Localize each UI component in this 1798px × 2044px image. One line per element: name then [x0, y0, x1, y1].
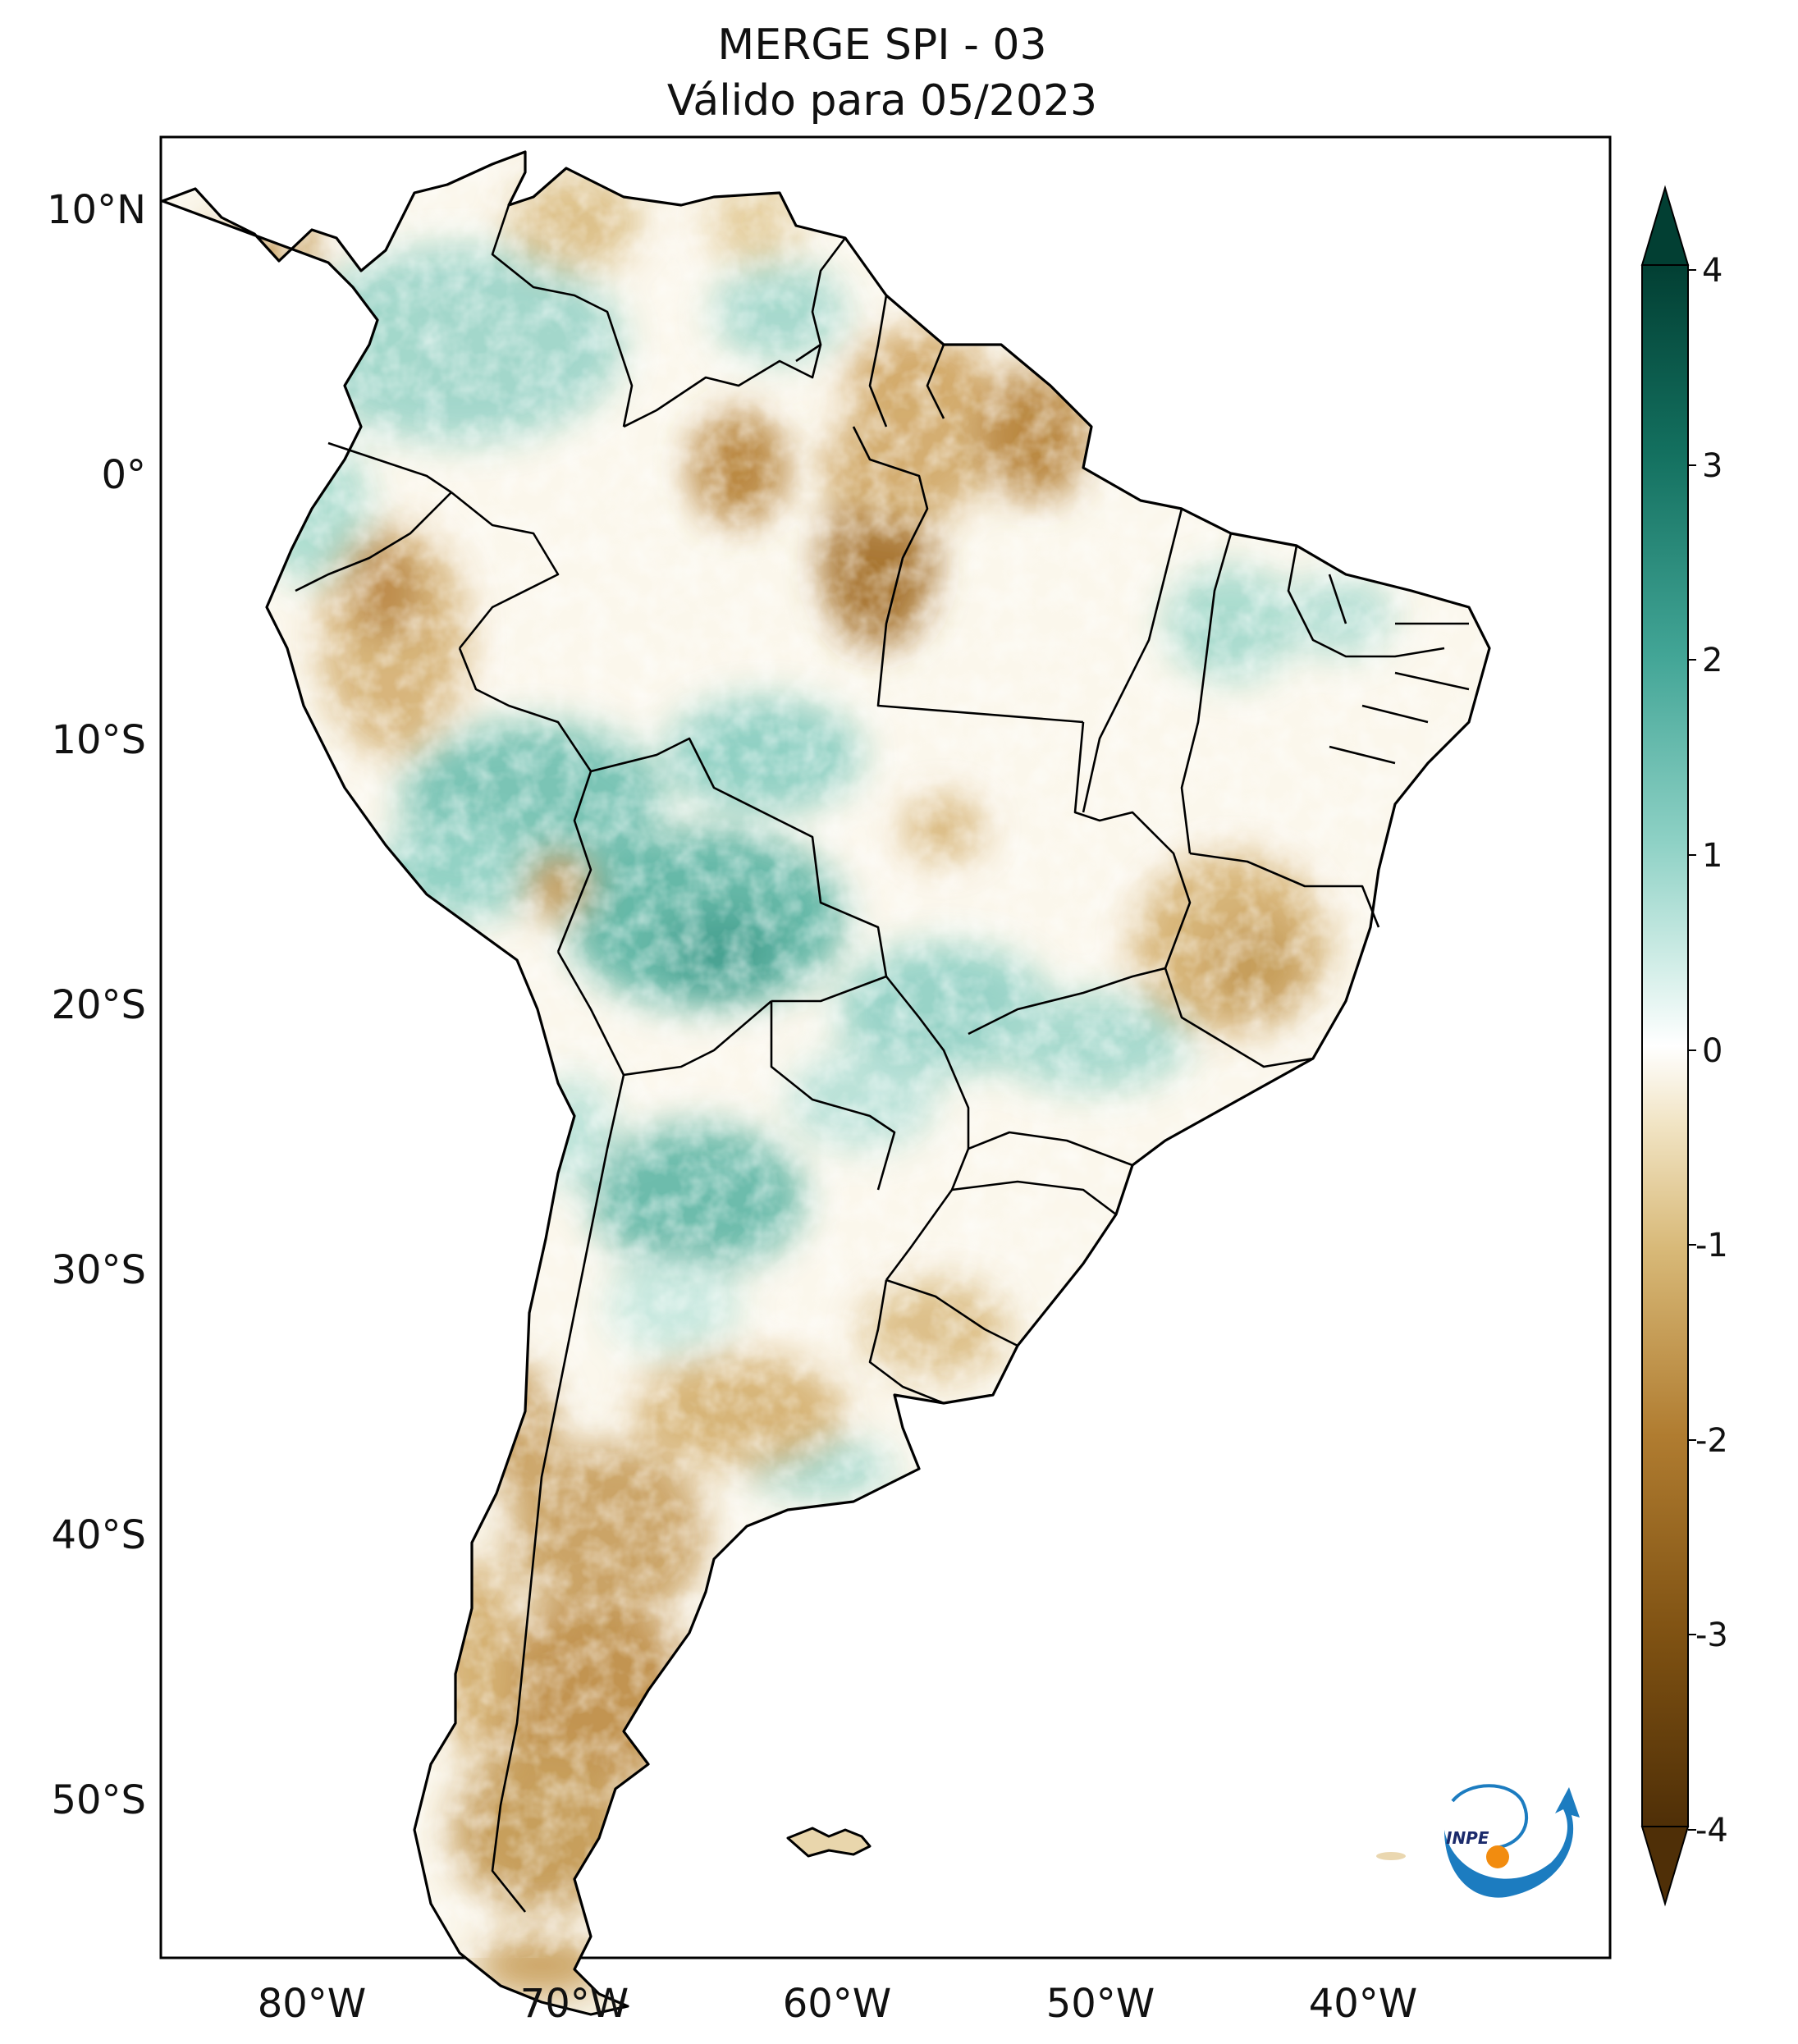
logo-dot-icon: [1486, 1845, 1509, 1868]
logo-orbit-icon: [1451, 1784, 1528, 1850]
colorbar-ticks: [1688, 269, 1696, 1831]
border-colombia-venezuela: [491, 204, 634, 428]
lon-tick-label: 80°W: [258, 1981, 367, 2027]
logo-swoosh-icon: [1444, 1787, 1580, 1898]
border-brazil-states-south: [968, 1131, 1133, 1167]
political-borders: [295, 204, 1470, 1913]
colorbar-top-extend: [1640, 185, 1690, 266]
colorbar-tick-label: 1: [1702, 837, 1723, 875]
logo-text: INPE: [1446, 1828, 1489, 1848]
lon-tick-label: 60°W: [783, 1981, 892, 2027]
colorbar-bottom-extend: [1640, 1826, 1690, 1907]
border-venezuela-guyana: [795, 237, 847, 363]
border-venezuela-brazil: [623, 344, 822, 428]
border-brazil-states-central: [968, 721, 1192, 1036]
lat-tick-label: 30°S: [51, 1247, 146, 1293]
border-bolivia-brazil: [590, 737, 888, 977]
border-chile-argentina: [491, 1074, 625, 1913]
border-ecuador-peru: [295, 492, 452, 592]
south-georgia-speck: [1376, 1852, 1406, 1860]
lat-tick-label: 40°S: [51, 1512, 146, 1558]
border-brazil-states-north: [852, 426, 1084, 724]
border-brazil-states-bahia: [1189, 852, 1380, 928]
colorbar-tick-label: -3: [1695, 1616, 1728, 1654]
colorbar-tick-label: -2: [1695, 1422, 1728, 1460]
border-brazil-states-northeast: [1180, 533, 1233, 854]
border-guyana-suriname: [868, 295, 888, 428]
colorbar-tick-label: 4: [1702, 252, 1723, 290]
lat-axis: 10°N 0° 10°S 20°S 30°S 40°S 50°S: [47, 187, 146, 1823]
inpe-logo: INPE: [1444, 1784, 1580, 1898]
colorbar-tick-label: 2: [1702, 642, 1723, 679]
falkland-islands: [786, 1827, 872, 1858]
lat-tick-label: 0°: [101, 452, 146, 498]
lat-tick-label: 10°S: [51, 717, 146, 763]
colorbar-gradient: [1641, 264, 1689, 1827]
border-brazil-states-minas: [1164, 967, 1314, 1068]
lat-tick-label: 10°N: [47, 187, 146, 233]
border-paraguay-brazil: [885, 976, 970, 1149]
border-colombia-ecuador: [327, 441, 452, 494]
border-brazil-states-east: [1082, 508, 1183, 813]
colorbar-tick-label: 0: [1702, 1032, 1723, 1070]
border-paraguay-argentina: [770, 1001, 896, 1191]
border-bolivia-paraguay: [771, 975, 887, 1003]
border-argentina-brazil: [885, 1148, 970, 1281]
colorbar-tick-label: -1: [1695, 1227, 1728, 1264]
border-brazil-states-sc: [951, 1180, 1117, 1216]
colorbar: 4 3 2 1 0 -1 -2 -3 -4: [1640, 185, 1728, 1907]
border-colombia-peru-brazil: [451, 491, 560, 649]
lat-tick-label: 20°S: [51, 982, 146, 1028]
lat-tick-label: 50°S: [51, 1777, 146, 1823]
map-panel: [159, 135, 1612, 2016]
map-subtitle: Válido para 05/2023: [667, 76, 1097, 126]
lon-tick-label: 70°W: [520, 1981, 629, 2027]
border-suriname-french-guiana: [926, 344, 945, 419]
border-bolivia-chile-argentina: [556, 951, 772, 1077]
border-peru-bolivia: [556, 771, 592, 953]
border-peru-brazil: [458, 647, 592, 772]
lon-axis: 80°W 70°W 60°W 50°W 40°W: [258, 1981, 1418, 2027]
border-argentina-uruguay-estuary: [868, 1279, 945, 1405]
border-brazil-uruguay: [885, 1278, 1018, 1347]
colorbar-tick-label: -4: [1695, 1812, 1728, 1850]
map-title: MERGE SPI - 03: [717, 21, 1046, 70]
lon-tick-label: 40°W: [1309, 1981, 1418, 2027]
colorbar-tick-label: 3: [1702, 447, 1723, 485]
border-brazil-states-ne-coast: [1287, 545, 1470, 765]
lon-tick-label: 50°W: [1046, 1981, 1155, 2027]
